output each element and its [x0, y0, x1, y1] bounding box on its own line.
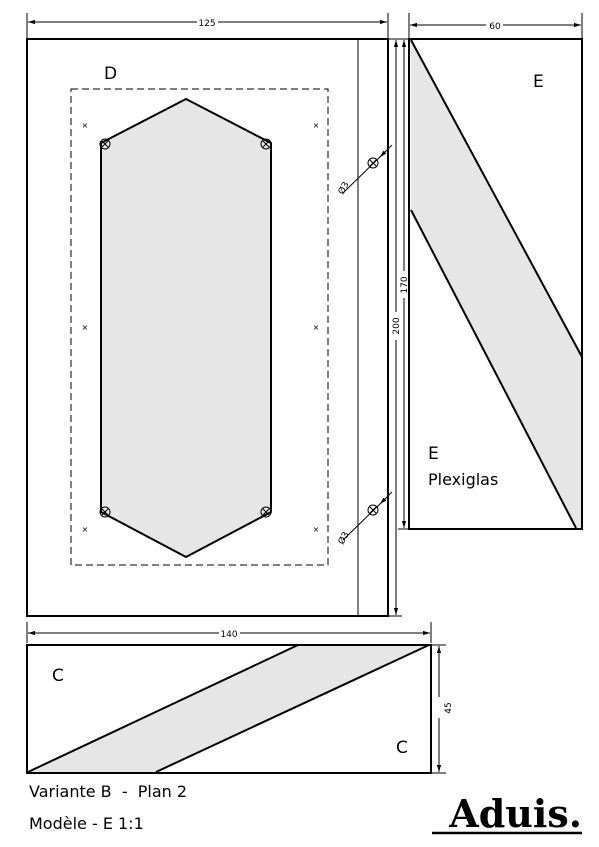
x-mark: × — [313, 121, 320, 130]
drill-hole-top: Ø3 — [336, 144, 393, 196]
panel-c-cut-line — [155, 644, 430, 773]
panel-d: 125 — [26, 13, 402, 617]
footer: Variante B - Plan 2 Modèle - E 1:1 Aduis… — [29, 782, 582, 836]
panel-e-material: Plexiglas — [428, 470, 498, 489]
screw-hole — [99, 506, 111, 518]
panel-e-cut-line — [410, 39, 583, 358]
panel-c: 140 C C 45 — [26, 622, 454, 774]
panel-c-outline — [26, 644, 432, 774]
panel-c-label-right: C — [396, 738, 408, 758]
x-mark: × — [82, 525, 89, 534]
brand-logo: Aduis. — [448, 791, 582, 836]
panel-e-cut-line — [410, 209, 577, 529]
dimension-170: 170 — [398, 38, 410, 530]
panel-c-label-left: C — [52, 666, 64, 686]
x-mark: × — [313, 525, 320, 534]
panel-d-hexagon — [100, 97, 272, 559]
panel-e-shaded-band — [411, 40, 582, 528]
variant-label: Variante B - Plan 2 — [29, 782, 187, 801]
dimension-label-200: 200 — [392, 317, 402, 334]
hole-diameter-label: Ø3 — [336, 530, 352, 546]
x-marks: × × × × × × — [82, 121, 320, 534]
panel-e: 60 E E Plexiglas 170 — [398, 13, 583, 530]
panel-c-cut-line — [27, 644, 299, 773]
panel-c-shaded-band — [28, 645, 429, 772]
screw-hole — [260, 138, 272, 150]
dimension-125: 125 — [26, 13, 389, 38]
x-mark: × — [313, 323, 320, 332]
panel-e-label-top: E — [533, 72, 544, 92]
dimension-label-170: 170 — [400, 276, 410, 293]
x-mark: × — [82, 323, 89, 332]
panel-d-label: D — [104, 64, 117, 84]
model-label: Modèle - E 1:1 — [29, 814, 144, 833]
screw-hole — [99, 138, 111, 150]
drill-hole-bottom: Ø3 — [336, 491, 393, 546]
panel-d-outline — [26, 38, 389, 617]
panel-e-outline — [408, 38, 583, 530]
x-mark: × — [82, 121, 89, 130]
dimension-label-45: 45 — [444, 702, 454, 713]
dimension-140: 140 — [26, 622, 432, 643]
hole-diameter-label: Ø3 — [336, 180, 352, 196]
dimension-label-125: 125 — [198, 19, 215, 29]
dimension-label-60: 60 — [489, 22, 501, 32]
panel-e-label-bottom: E — [428, 444, 439, 464]
dimension-60: 60 — [408, 13, 583, 38]
dimension-label-140: 140 — [220, 630, 237, 640]
screw-hole — [260, 506, 272, 518]
panel-d-dashed-area — [70, 88, 329, 566]
dimension-45: 45 — [432, 644, 454, 774]
screw-holes — [99, 138, 272, 518]
